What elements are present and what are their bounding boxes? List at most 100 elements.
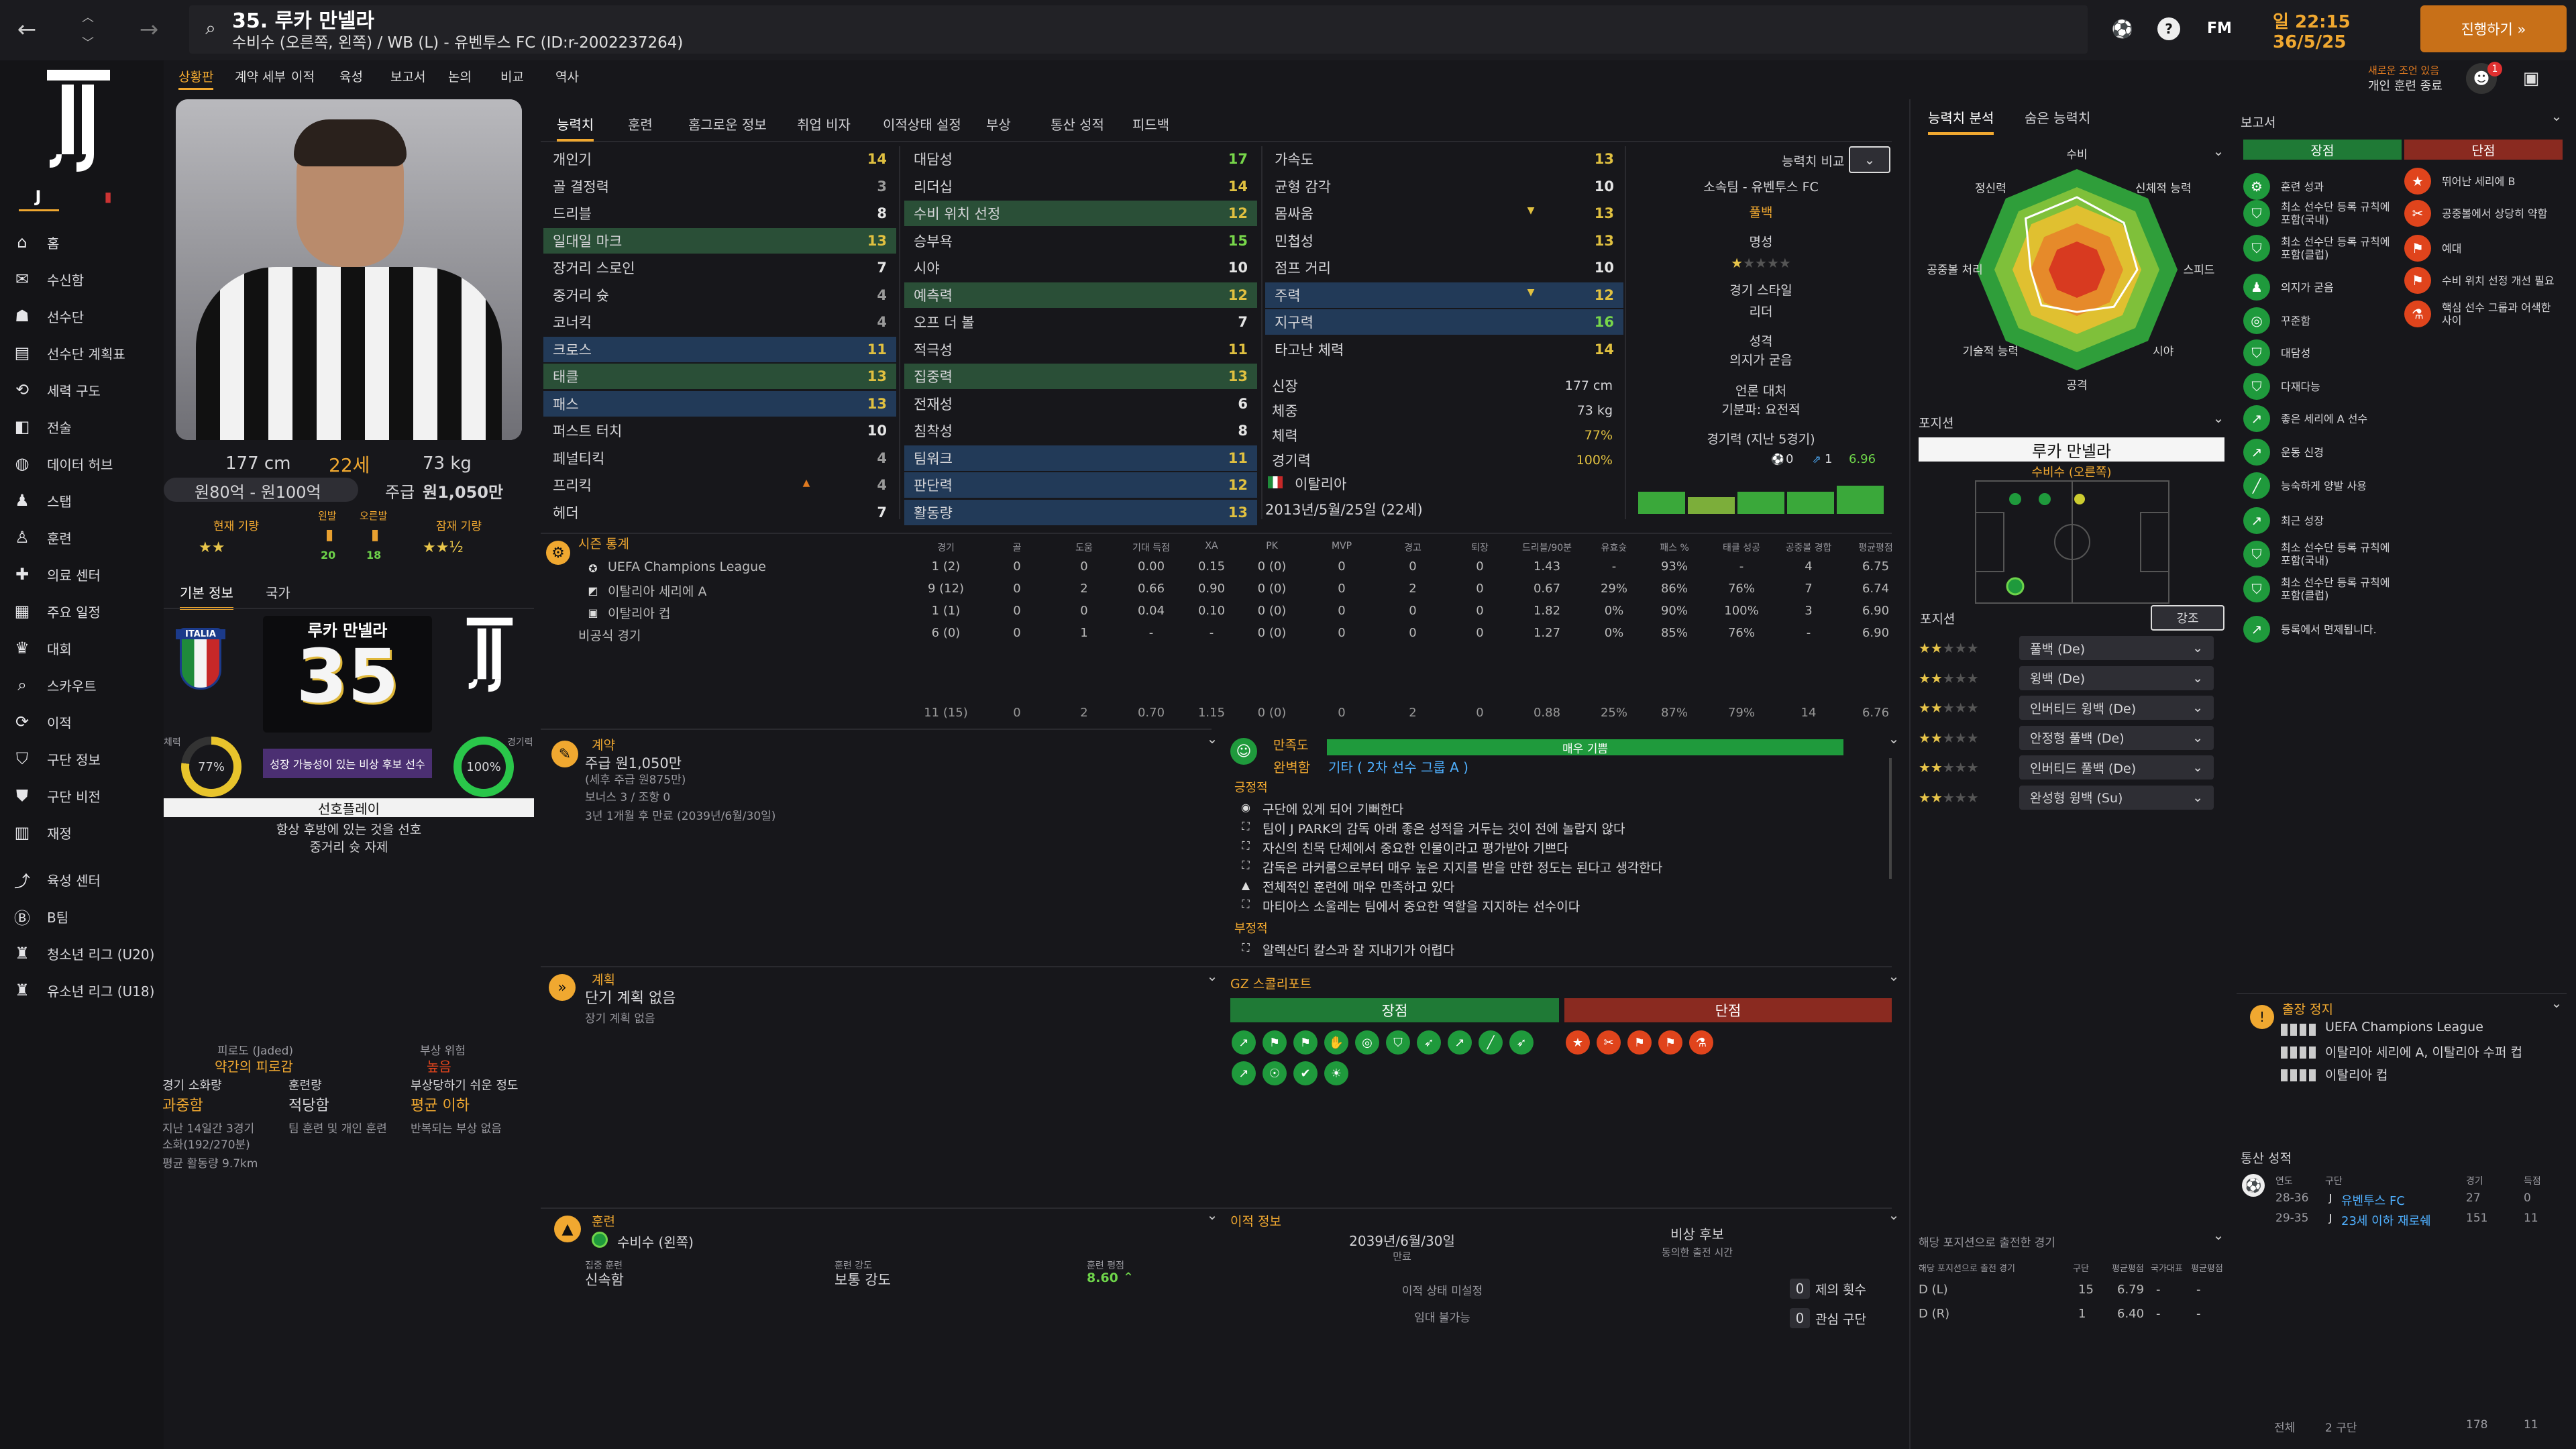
report-pro[interactable]: ⛉ 최소 선수단 등록 규칙에 포함(국내)	[2243, 541, 2402, 568]
attribute-row[interactable]: 적극성 11	[904, 337, 1257, 362]
report-pro[interactable]: ⛉ 최소 선수단 등록 규칙에 포함(국내)	[2243, 200, 2402, 227]
up-arrow-icon[interactable]: ︿	[82, 11, 94, 25]
attribute-row[interactable]: 퍼스트 터치 10	[543, 418, 896, 443]
scout-collapse-icon[interactable]: ⌄	[1888, 968, 1900, 984]
career-club[interactable]: 유벤투스 FC	[2341, 1194, 2405, 1208]
sidebar-item-19[interactable]: ♜ 청소년 리그 (U20)	[0, 938, 164, 969]
attribute-row[interactable]: 장거리 스로인 7	[543, 255, 896, 280]
screen-icon[interactable]: ▣	[2522, 68, 2540, 89]
profile-icon[interactable]: ☻	[2466, 63, 2497, 94]
team-j-icon[interactable]: J	[35, 187, 42, 206]
search-box[interactable]	[189, 5, 2088, 54]
back-icon[interactable]: ←	[17, 16, 37, 43]
tab-main-6[interactable]: 통산 성적	[1051, 117, 1104, 133]
transfer-collapse-icon[interactable]: ⌄	[1888, 1207, 1900, 1223]
sidebar-item-14[interactable]: ⛉ 구단 정보	[0, 743, 164, 774]
weakness-chip-icon[interactable]: ⚑	[1627, 1030, 1652, 1055]
fm-logo[interactable]: FM	[2207, 20, 2232, 37]
scout-title[interactable]: GZ 스콜리포트	[1230, 977, 1312, 991]
satisfaction-collapse-icon[interactable]: ⌄	[1888, 731, 1900, 747]
down-arrow-icon[interactable]: ﹀	[82, 36, 94, 50]
subnav-item-3[interactable]: 육성	[339, 70, 363, 85]
role-row[interactable]: ★★★★★ 안정형 풀백 (De) ⌄	[1919, 724, 2214, 751]
report-con[interactable]: ⚗ 핵심 선수 그룹과 어색한 사이	[2404, 301, 2563, 327]
attribute-row[interactable]: 점프 거리 10	[1265, 255, 1623, 280]
attribute-row[interactable]: 전재성 6	[904, 391, 1257, 417]
attribute-row[interactable]: 집중력 13	[904, 364, 1257, 389]
sidebar-item-20[interactable]: ♜ 유소년 리그 (U18)	[0, 975, 164, 1006]
report-pro[interactable]: ⛉ 최소 선수단 등록 규칙에 포함(클럽)	[2243, 235, 2402, 262]
report-pro[interactable]: ⛉ 대담성	[2243, 339, 2402, 366]
report-pro[interactable]: ╱ 능숙하게 양발 사용	[2243, 472, 2402, 499]
subnav-item-4[interactable]: 보고서	[390, 70, 426, 85]
role-select[interactable]: 인버티드 윙백 (De) ⌄	[2019, 696, 2214, 720]
subnav-item-6[interactable]: 비교	[500, 70, 524, 85]
plan-collapse-icon[interactable]: ⌄	[1206, 968, 1218, 984]
strength-chip-icon[interactable]: ⛉	[1386, 1030, 1410, 1055]
sidebar-item-18[interactable]: Ⓑ B팀	[0, 901, 164, 932]
attribute-row[interactable]: 코너킥 4	[543, 309, 896, 335]
report-con[interactable]: ⚑ 예대	[2404, 235, 2563, 262]
suspension-collapse-icon[interactable]: ⌄	[2551, 995, 2563, 1011]
sidebar-item-9[interactable]: ✚ 의료 센터	[0, 559, 164, 590]
role-row[interactable]: ★★★★★ 인버티드 윙백 (De) ⌄	[1919, 694, 2214, 721]
attribute-row[interactable]: 리더십 14	[904, 174, 1257, 199]
tab-main-7[interactable]: 피드백	[1132, 117, 1170, 133]
attribute-row[interactable]: 몸싸움 13	[1265, 201, 1623, 226]
report-pro[interactable]: ⛉ 최소 선수단 등록 규칙에 포함(클럽)	[2243, 576, 2402, 602]
strength-chip-icon[interactable]: ✋	[1324, 1030, 1348, 1055]
competition-name[interactable]: 이탈리아 세리에 A	[608, 584, 707, 599]
attribute-row[interactable]: 태클 13	[543, 364, 896, 389]
role-select[interactable]: 윙백 (De) ⌄	[2019, 665, 2214, 690]
report-pro[interactable]: ⚙ 훈련 성과	[2243, 173, 2402, 200]
sidebar-item-13[interactable]: ⟳ 이적	[0, 706, 164, 737]
attribute-row[interactable]: 헤더 7	[543, 500, 896, 525]
report-pro[interactable]: ↗ 운동 신경	[2243, 439, 2402, 466]
sidebar-item-6[interactable]: ◍ 데이터 허브	[0, 448, 164, 479]
weakness-chip-icon[interactable]: ⚑	[1658, 1030, 1682, 1055]
tab-main-0[interactable]: 능력치	[557, 114, 594, 142]
strength-chip-icon[interactable]: ╱	[1479, 1030, 1503, 1055]
competition-name[interactable]: 비공식 경기	[578, 629, 641, 643]
subnav-item-5[interactable]: 논의	[448, 70, 472, 85]
competition-name[interactable]: 이탈리아 컵	[608, 606, 671, 621]
report-con[interactable]: ⚑ 수비 위치 선정 개선 필요	[2404, 267, 2563, 294]
radar-collapse-icon[interactable]: ⌄	[2212, 143, 2224, 159]
strength-chip-icon[interactable]: ↗	[1448, 1030, 1472, 1055]
tab-main-4[interactable]: 이적상태 설정	[883, 117, 961, 133]
transfer-title[interactable]: 이적 정보	[1230, 1214, 1281, 1229]
strength-chip-icon[interactable]: ☉	[1263, 1061, 1287, 1085]
continue-button[interactable]: 진행하기 »	[2420, 5, 2567, 52]
attribute-row[interactable]: 민첩성 13	[1265, 228, 1623, 254]
career-club[interactable]: 23세 이하 재로쉐	[2341, 1214, 2431, 1228]
sidebar-item-10[interactable]: ▦ 주요 일정	[0, 596, 164, 627]
subnav-item-2[interactable]: 이적	[291, 70, 315, 85]
tab-hidden-attributes[interactable]: 숨은 능력치	[2025, 110, 2091, 126]
sidebar-item-1[interactable]: ✉ 수신함	[0, 264, 164, 294]
attribute-row[interactable]: 중거리 슛 4	[543, 282, 896, 308]
attribute-row[interactable]: 프리킥 4	[543, 472, 896, 498]
attribute-row[interactable]: 페널티킥 4	[543, 445, 896, 471]
strength-chip-icon[interactable]: ↗	[1232, 1061, 1256, 1085]
role-select[interactable]: 인버티드 풀백 (De) ⌄	[2019, 755, 2214, 780]
team-flag-icon[interactable]: ▮	[104, 189, 112, 205]
attribute-row[interactable]: 일대일 마크 13	[543, 227, 896, 254]
sidebar-item-0[interactable]: ⌂ 홈	[0, 227, 164, 258]
sidebar-item-12[interactable]: ⌕ 스카우트	[0, 669, 164, 700]
strength-chip-icon[interactable]: ↗	[1232, 1030, 1256, 1055]
sidebar-item-17[interactable]: ⤴ 육성 센터	[0, 864, 164, 895]
sidebar-item-2[interactable]: ☗ 선수단	[0, 301, 164, 331]
strength-chip-icon[interactable]: ◎	[1355, 1030, 1379, 1055]
weakness-chip-icon[interactable]: ⚗	[1689, 1030, 1713, 1055]
plan-title[interactable]: 계획	[592, 973, 615, 987]
report-pro[interactable]: ⛉ 다재다능	[2243, 373, 2402, 400]
attribute-row[interactable]: 드리블 8	[543, 201, 896, 226]
attribute-row[interactable]: 예측력 12	[904, 282, 1257, 308]
tab-main-3[interactable]: 취업 비자	[797, 117, 851, 133]
strength-chip-icon[interactable]: ⚑	[1293, 1030, 1318, 1055]
report-pro[interactable]: ↗ 등록에서 면제됩니다.	[2243, 616, 2402, 643]
report-collapse-icon[interactable]: ⌄	[2551, 108, 2563, 124]
sidebar-item-16[interactable]: ▥ 재정	[0, 817, 164, 848]
sidebar-item-11[interactable]: ♛ 대회	[0, 633, 164, 663]
role-row[interactable]: ★★★★★ 풀백 (De) ⌄	[1919, 635, 2214, 661]
